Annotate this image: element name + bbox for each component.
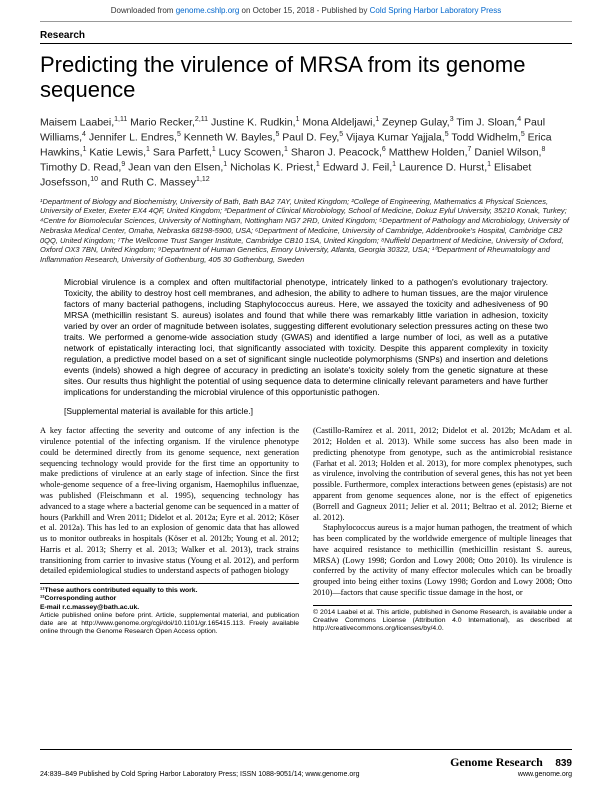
section-label: Research	[40, 30, 572, 41]
footnote-equal: ¹¹These authors contributed equally to t…	[40, 587, 299, 595]
footer-left: 24:839–849 Published by Cold Spring Harb…	[40, 771, 359, 778]
body-columns: A key factor affecting the severity and …	[40, 426, 572, 636]
col1-p1: A key factor affecting the severity and …	[40, 426, 299, 577]
authors-list: Maisem Laabei,1,11 Mario Recker,2,11 Jus…	[40, 115, 572, 191]
footer-right: Genome Research 839 www.genome.org	[450, 753, 572, 778]
column-left: A key factor affecting the severity and …	[40, 426, 299, 636]
footer-journal: Genome Research	[450, 755, 543, 769]
column-right: (Castillo-Ramírez et al. 2011, 2012; Did…	[313, 426, 572, 636]
footnote-email: E-mail r.c.massey@bath.ac.uk.	[40, 604, 299, 612]
footnote-pub: Article published online before print. A…	[40, 612, 299, 636]
banner-prefix: Downloaded from	[111, 6, 176, 15]
banner-mid: on October 15, 2018 - Published by	[239, 6, 369, 15]
supplemental-note: [Supplemental material is available for …	[64, 406, 548, 416]
banner-site-link[interactable]: genome.cshlp.org	[176, 6, 240, 15]
page-footer: 24:839–849 Published by Cold Spring Harb…	[40, 749, 572, 778]
footer-page-number: 839	[555, 758, 572, 769]
col2-p2: Staphylococcus aureus is a major human p…	[313, 523, 572, 598]
footer-url: www.genome.org	[450, 771, 572, 778]
affiliations: ¹Department of Biology and Biochemistry,…	[40, 197, 572, 265]
article-title: Predicting the virulence of MRSA from it…	[40, 52, 572, 103]
download-banner: Downloaded from genome.cshlp.org on Octo…	[0, 0, 612, 19]
banner-publisher-link[interactable]: Cold Spring Harbor Laboratory Press	[370, 6, 502, 15]
footnotes: ¹¹These authors contributed equally to t…	[40, 583, 299, 636]
copyright: © 2014 Laabei et al. This article, publi…	[313, 605, 572, 633]
footnote-corresponding: ¹²Corresponding author	[40, 595, 299, 603]
section-rule	[40, 43, 572, 44]
abstract: Microbial virulence is a complex and oft…	[64, 277, 548, 399]
col2-p1: (Castillo-Ramírez et al. 2011, 2012; Did…	[313, 426, 572, 523]
